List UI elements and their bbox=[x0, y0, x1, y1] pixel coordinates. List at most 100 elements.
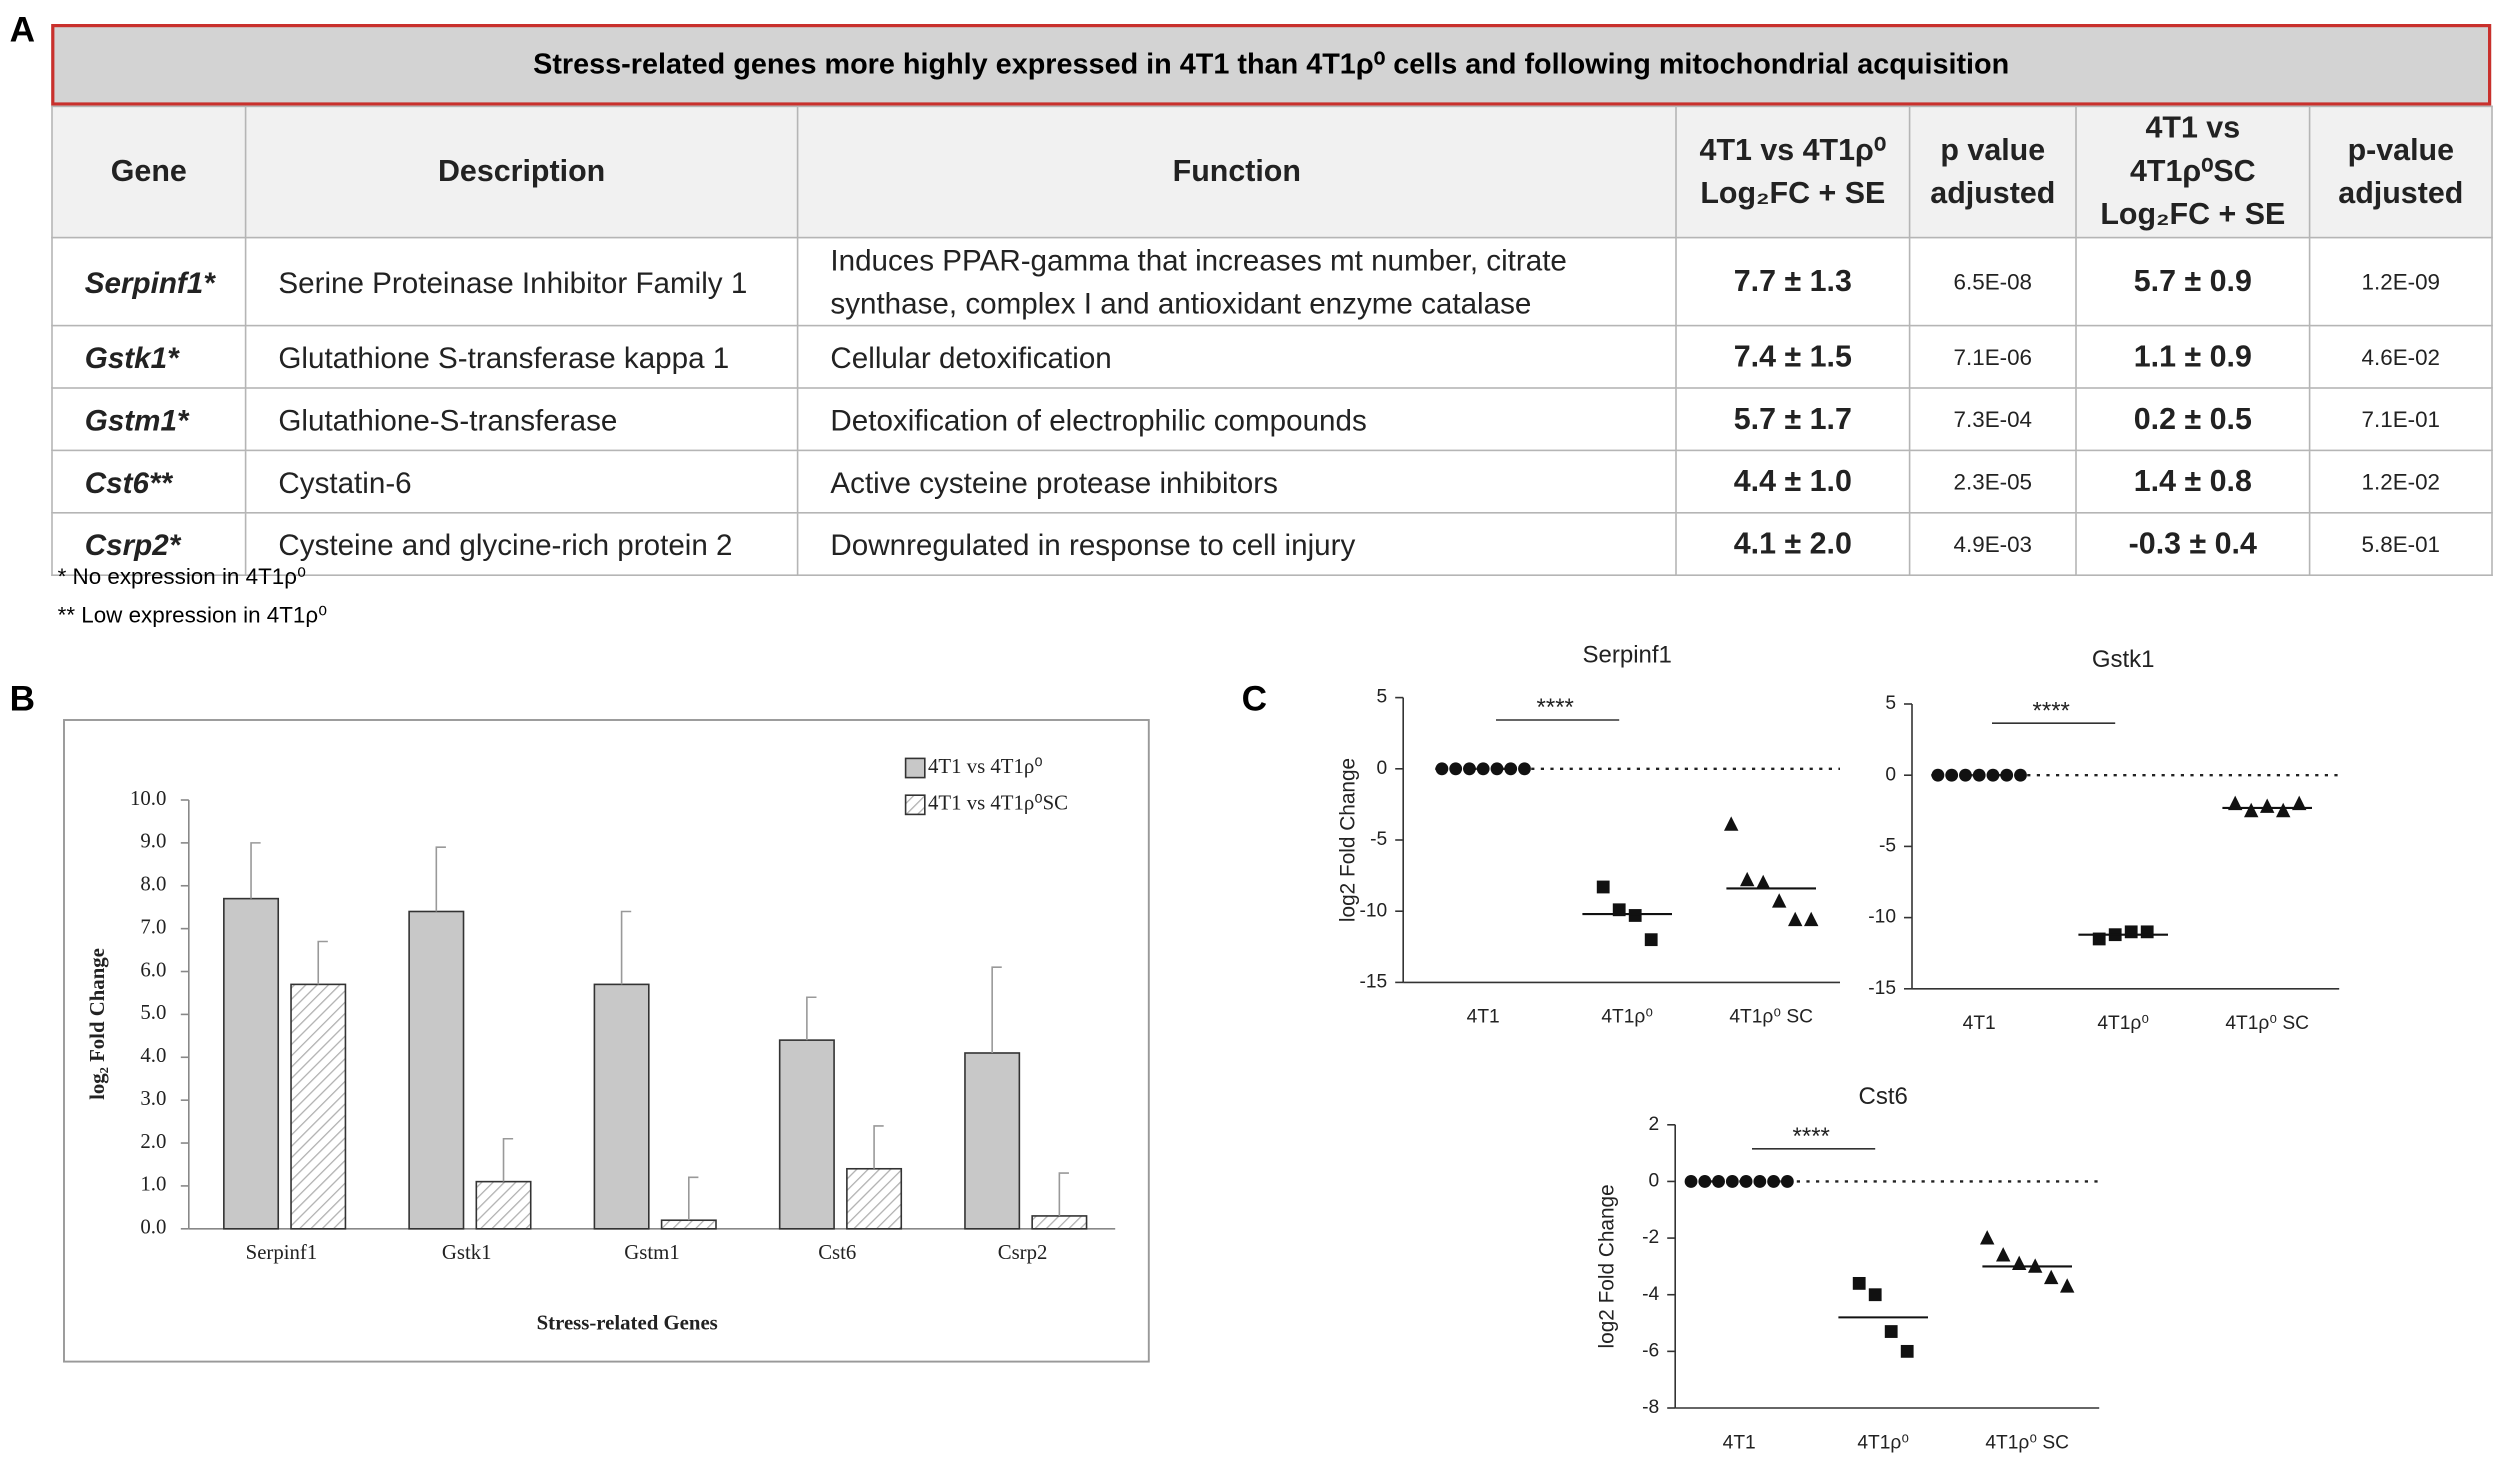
data-point bbox=[2292, 795, 2307, 811]
header-row: Gene Description Function 4T1 vs 4T1ρ⁰ Log₂F… bbox=[51, 105, 2493, 239]
table-cell: Serine Proteinase Inhibitor Family 1 bbox=[244, 236, 799, 327]
y-tick-label: -10 bbox=[1359, 900, 1387, 921]
header-text: Description bbox=[437, 155, 606, 189]
table-cell: 4.1 ± 2.0 bbox=[1675, 511, 1911, 577]
y-tick-label: 0 bbox=[1885, 764, 1896, 785]
panel-label: B bbox=[9, 678, 36, 719]
data-point bbox=[1900, 1344, 1914, 1358]
bar bbox=[778, 1039, 835, 1230]
data-point bbox=[1996, 1247, 2011, 1262]
error-bar bbox=[502, 1137, 514, 1182]
data-point bbox=[1788, 911, 1803, 927]
data-point bbox=[1739, 1175, 1753, 1188]
table-cell: 1.4 ± 0.8 bbox=[2075, 449, 2311, 514]
y-tick-label: 3.0 bbox=[140, 1087, 166, 1110]
y-tick-label: 5 bbox=[1377, 687, 1388, 708]
panel-label: A bbox=[9, 9, 36, 50]
data-point bbox=[2140, 925, 2154, 939]
header-text: adjusted bbox=[2338, 176, 2464, 211]
error-bar bbox=[873, 1125, 884, 1169]
y-axis-label: log2 Fold Change bbox=[1596, 1184, 1619, 1348]
header-cell: Gene bbox=[51, 105, 247, 239]
x-tick-label: 4T1ρ⁰ SC bbox=[2225, 1013, 2309, 1034]
header-text: Function bbox=[1172, 155, 1301, 189]
table-row: Serpinf1* Serine Proteinase Inhibitor Fam… bbox=[51, 236, 2493, 327]
x-tick-label: 4T1ρ⁰ SC bbox=[1985, 1432, 2069, 1453]
data-point bbox=[1740, 871, 1755, 887]
header-text: adjusted bbox=[1930, 176, 2056, 211]
data-point bbox=[1684, 1175, 1698, 1188]
data-point bbox=[1490, 762, 1504, 776]
error-bar bbox=[435, 846, 446, 912]
table-cell: Glutathione S-transferase kappa 1 bbox=[244, 324, 799, 389]
header-text: 4T1 vs 4T1ρ⁰ bbox=[1699, 133, 1887, 168]
y-tick-label: 6.0 bbox=[140, 958, 166, 981]
data-point bbox=[2276, 802, 2291, 818]
table-cell: Glutathione-S-transferase bbox=[244, 387, 799, 452]
x-axis-label: Stress-related Genes bbox=[537, 1312, 718, 1335]
table-cell: 2.3E-05 bbox=[1908, 449, 2077, 514]
table-cell: Gstm1* bbox=[51, 387, 247, 452]
chart-title: Serpinf1 bbox=[1583, 641, 1672, 668]
data-point bbox=[1504, 762, 1518, 776]
table-cell: 5.7 ± 0.9 bbox=[2075, 236, 2311, 327]
header-cell: Description bbox=[244, 105, 799, 239]
data-point bbox=[2060, 1278, 2075, 1293]
y-tick-label: -8 bbox=[1642, 1397, 1659, 1418]
y-tick-label: -6 bbox=[1642, 1340, 1659, 1361]
table-cell: Cysteine and glycine-rich protein 2 bbox=[244, 511, 799, 577]
panel-b-frame bbox=[63, 719, 1150, 1363]
table-cell: 1.2E-09 bbox=[2308, 236, 2493, 327]
table-row: Gstm1* Glutathione-S-transferase Detoxific… bbox=[51, 387, 2493, 452]
bar bbox=[408, 910, 465, 1230]
data-point bbox=[2244, 802, 2259, 818]
legend-swatch bbox=[904, 794, 926, 816]
bar bbox=[593, 983, 650, 1230]
y-tick-label: 10.0 bbox=[130, 787, 166, 810]
y-tick-label: 0 bbox=[1649, 1171, 1660, 1192]
data-point bbox=[2044, 1269, 2059, 1285]
data-point bbox=[1931, 768, 1945, 782]
bar bbox=[846, 1167, 903, 1230]
table-cell: Gstk1* bbox=[51, 324, 247, 389]
data-point bbox=[2124, 925, 2138, 939]
error-bar bbox=[250, 842, 261, 899]
header-cell: Function bbox=[796, 105, 1677, 239]
table-cell: 7.1E-06 bbox=[1908, 324, 2077, 389]
footnote: * No expression in 4T1ρ⁰ bbox=[57, 563, 306, 589]
bar bbox=[1031, 1215, 1088, 1230]
table-body: Serpinf1* Serine Proteinase Inhibitor Fam… bbox=[51, 236, 2493, 577]
y-tick-label: 1.0 bbox=[140, 1173, 166, 1196]
table-cell: 4.4 ± 1.0 bbox=[1675, 449, 1911, 514]
data-point bbox=[1986, 768, 2000, 782]
table-cell: 5.8E-01 bbox=[2308, 511, 2493, 577]
data-point bbox=[1724, 816, 1739, 831]
data-point bbox=[1435, 762, 1449, 776]
y-tick-label: -10 bbox=[1868, 907, 1896, 928]
chart-title: Gstk1 bbox=[2092, 646, 2155, 673]
y-tick-label: 4.0 bbox=[140, 1044, 166, 1067]
y-tick-label: 2.0 bbox=[140, 1130, 166, 1153]
table-cell: 7.3E-04 bbox=[1908, 387, 2077, 452]
table-cell: 7.7 ± 1.3 bbox=[1675, 236, 1911, 327]
data-point bbox=[2000, 768, 2014, 782]
x-tick-label: 4T1 bbox=[1723, 1432, 1756, 1453]
table-cell: Csrp2* bbox=[51, 511, 247, 577]
table-cell: Active cysteine protease inhibitors bbox=[796, 449, 1677, 514]
data-point bbox=[2260, 798, 2275, 813]
bar bbox=[660, 1219, 717, 1230]
table-cell: 6.5E-08 bbox=[1908, 236, 2077, 327]
data-point bbox=[1780, 1175, 1794, 1188]
significance-label: **** bbox=[1537, 694, 1574, 721]
table-row: Cst6** Cystatin-6 Active cysteine protease… bbox=[51, 449, 2493, 514]
table-cell: Induces PPAR-gamma that increases mt num… bbox=[796, 236, 1677, 327]
table-cell: 4.9E-03 bbox=[1908, 511, 2077, 577]
table-cell: 1.2E-02 bbox=[2308, 449, 2493, 514]
x-tick-label: Cst6 bbox=[818, 1241, 856, 1264]
x-tick-label: Gstm1 bbox=[624, 1241, 679, 1264]
y-tick-label: -5 bbox=[1370, 829, 1387, 850]
table-cell: 7.4 ± 1.5 bbox=[1675, 324, 1911, 389]
data-point bbox=[1972, 768, 1986, 782]
chart-title: Cst6 bbox=[1859, 1083, 1908, 1110]
y-tick-label: -5 bbox=[1879, 835, 1896, 856]
